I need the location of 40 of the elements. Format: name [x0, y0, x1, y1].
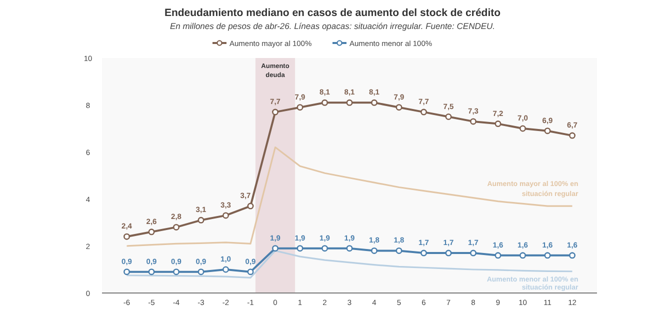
chart-subtitle: En millones de pesos de abr-26. Líneas opacas: situación irregular. Fuente: CENDEU. [170, 21, 496, 31]
point [124, 233, 130, 240]
point [371, 99, 378, 106]
point [322, 245, 328, 252]
point [322, 99, 328, 106]
point [247, 202, 254, 210]
point [569, 252, 576, 259]
point [198, 216, 204, 224]
point [494, 120, 502, 128]
point [470, 250, 476, 256]
point [569, 132, 576, 139]
point [371, 247, 378, 254]
point [420, 108, 427, 116]
point [222, 212, 229, 219]
point [346, 99, 353, 106]
point [247, 268, 254, 276]
point [173, 268, 180, 276]
point [272, 245, 278, 252]
point [544, 128, 551, 134]
point [346, 245, 353, 252]
point [198, 268, 204, 276]
point [296, 245, 304, 252]
point [520, 125, 526, 132]
point [148, 228, 155, 236]
point [296, 104, 304, 111]
point [520, 252, 526, 259]
point [124, 268, 130, 276]
chart-title: Endeudamiento mediano en casos de aumento del stock de crédito [164, 7, 501, 19]
point [396, 104, 402, 111]
point [445, 250, 452, 256]
point [470, 118, 476, 125]
point [272, 108, 278, 116]
point [494, 252, 502, 259]
point [222, 266, 229, 273]
point [420, 250, 427, 256]
point [544, 252, 551, 259]
point [173, 224, 180, 230]
point [396, 247, 402, 254]
point [445, 114, 452, 120]
point [148, 268, 155, 276]
